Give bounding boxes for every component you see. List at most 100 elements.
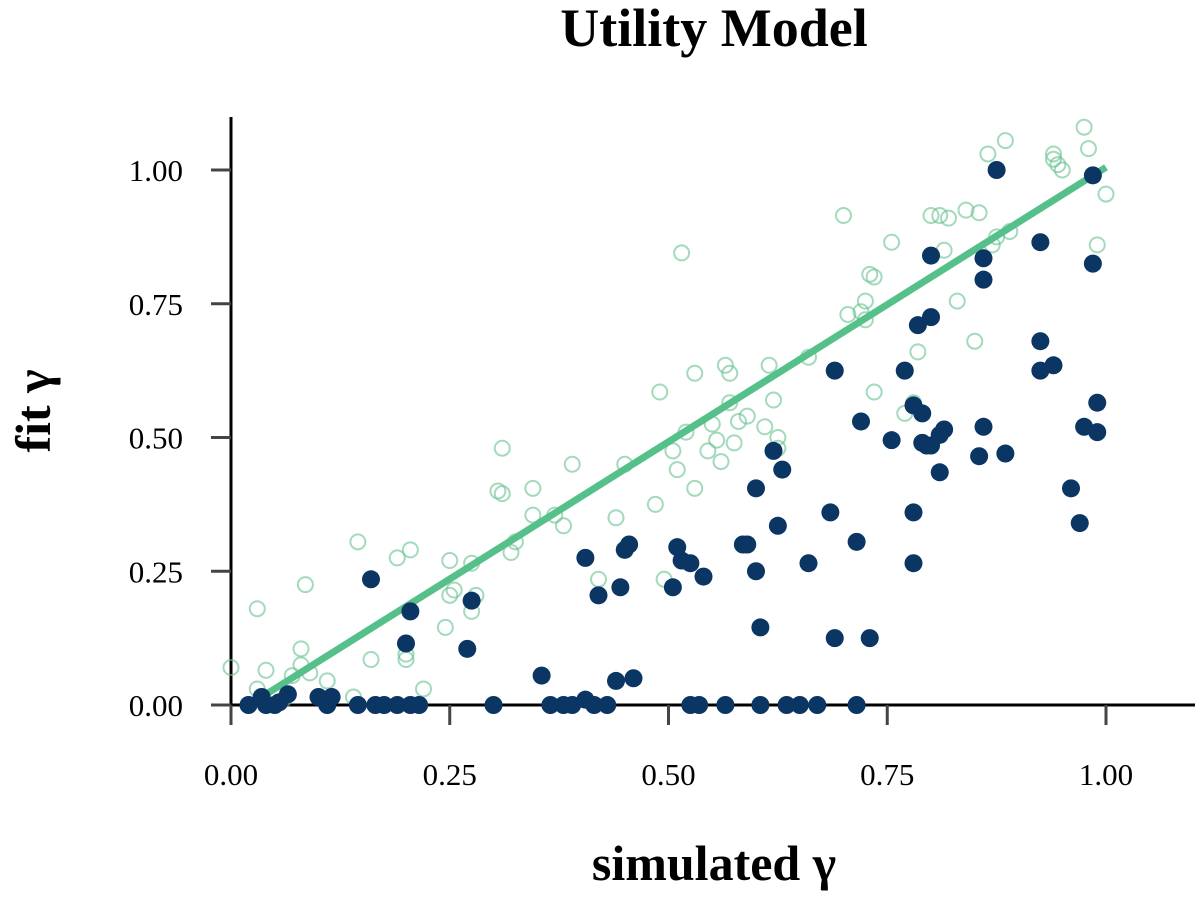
hollow-point — [248, 600, 266, 618]
hollow-point — [835, 206, 852, 224]
filled-point — [751, 696, 770, 714]
filled-point — [1083, 254, 1102, 273]
chart-title: Utility Model — [560, 0, 867, 58]
hollow-point — [651, 383, 669, 401]
hollow-point — [318, 672, 336, 690]
hollow-point — [765, 391, 782, 409]
filled-point — [974, 270, 993, 289]
hollow-point — [865, 383, 883, 401]
hollow-point — [957, 201, 975, 219]
hollow-point — [922, 206, 940, 224]
filled-point — [935, 420, 954, 439]
filled-point — [970, 447, 989, 466]
filled-point — [751, 618, 770, 637]
hollow-point — [909, 343, 927, 361]
filled-point — [690, 696, 709, 714]
hollow-point — [524, 479, 542, 497]
hollow-point — [1075, 118, 1093, 136]
filled-point — [1083, 166, 1102, 185]
filled-point — [974, 417, 993, 436]
x-axis-label: simulated γ — [592, 835, 836, 891]
hollow-point — [708, 431, 726, 449]
hollow-point — [563, 455, 581, 473]
hollow-point — [970, 204, 988, 222]
hollow-point — [865, 268, 883, 286]
filled-point — [777, 696, 796, 714]
filled-point — [576, 548, 595, 567]
filled-point — [987, 161, 1006, 179]
filled-point — [401, 602, 420, 621]
filled-point — [278, 685, 297, 704]
filled-point — [1070, 514, 1089, 533]
filled-point — [585, 696, 604, 714]
hollow-point — [664, 442, 682, 460]
filled-point — [799, 554, 818, 573]
hollow-point — [445, 581, 463, 599]
y-tick-label: 0.50 — [129, 421, 183, 456]
filled-point — [620, 535, 639, 554]
filled-point — [716, 696, 735, 714]
hollow-point — [292, 640, 310, 658]
filled-point — [462, 591, 481, 610]
filled-point — [847, 696, 866, 714]
y-tick-label: 0.75 — [129, 287, 183, 322]
hollow-point — [362, 651, 380, 669]
hollow-point — [686, 364, 704, 382]
hollow-point — [1088, 236, 1106, 254]
hollow-point — [349, 533, 367, 551]
x-tick-label: 0.00 — [204, 757, 258, 792]
filled-point — [362, 570, 380, 589]
filled-point — [825, 361, 844, 380]
hollow-point — [1045, 145, 1062, 163]
hollow-point — [686, 479, 704, 497]
filled-point — [738, 535, 757, 554]
filled-point — [589, 586, 608, 605]
filled-point — [694, 567, 713, 586]
hollow-point — [502, 544, 520, 562]
filled-point — [930, 463, 949, 482]
filled-point — [681, 554, 700, 573]
hollow-point — [668, 461, 686, 479]
filled-point — [747, 562, 765, 581]
filled-point — [1031, 332, 1050, 351]
hollow-point — [607, 509, 625, 527]
filled-point — [790, 696, 809, 714]
filled-point — [768, 516, 787, 535]
filled-point — [322, 687, 341, 706]
hollow-point — [716, 356, 734, 374]
filled-point — [974, 249, 993, 268]
hollow-point — [699, 442, 717, 460]
filled-point — [913, 404, 932, 423]
filled-point — [388, 696, 407, 714]
hollow-point — [931, 206, 949, 224]
filled-point — [764, 441, 783, 460]
y-tick-label: 0.25 — [129, 554, 183, 589]
filled-point — [908, 316, 927, 335]
hollow-point — [555, 517, 572, 535]
hollow-point — [721, 364, 739, 382]
hollow-point — [738, 407, 756, 425]
x-tick-label: 0.75 — [860, 757, 914, 792]
filled-point — [458, 639, 477, 658]
filled-point — [598, 696, 617, 714]
filled-point — [852, 412, 870, 431]
hollow-point — [673, 244, 691, 262]
hollow-point — [222, 659, 240, 677]
filled-point — [541, 696, 560, 714]
hollow-point — [1097, 185, 1115, 203]
filled-point — [532, 666, 551, 685]
hollow-point — [524, 506, 542, 524]
filled-point — [996, 444, 1015, 463]
hollow-point — [756, 418, 774, 436]
filled-point — [773, 460, 792, 479]
hollow-point — [493, 485, 511, 503]
filled-point — [825, 629, 844, 648]
hollow-point — [883, 233, 901, 251]
filled-point — [348, 696, 367, 714]
hollow-point — [760, 356, 778, 374]
hollow-point — [1045, 150, 1062, 168]
axes-group: 0.00 0.25 0.50 0.75 1.00 0.00 0.25 0.50 0.75 1.00 — [129, 117, 1195, 792]
filled-point — [624, 669, 643, 688]
filled-point — [922, 246, 940, 265]
